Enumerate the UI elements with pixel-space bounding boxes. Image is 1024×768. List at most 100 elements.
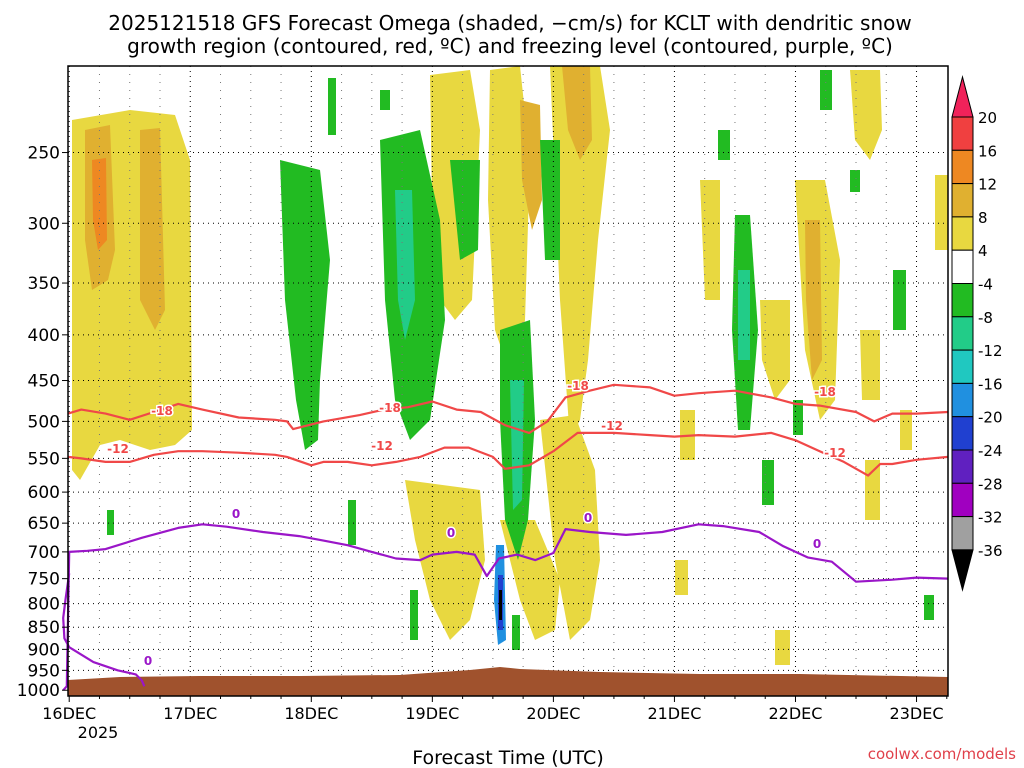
plot-area: -18 -18 -18 -18 -12 -12 -12 -12 0 0 0 0 …	[62, 65, 949, 697]
omega-shade-green	[718, 130, 730, 160]
contour-label-freezing: 0	[447, 526, 455, 540]
contour-line	[62, 523, 949, 691]
omega-shade-teal	[395, 190, 415, 340]
y-axis: 2503003504004505005506006507007508008509…	[17, 144, 68, 701]
y-tick-label: 900	[28, 640, 60, 660]
colorbar-label: -36	[978, 542, 1003, 560]
contour-label-freezing: 0	[144, 654, 152, 668]
y-tick-label: 600	[28, 483, 60, 503]
colorbar-swatch	[951, 349, 974, 384]
contour-label-freezing: 0	[232, 507, 240, 521]
y-tick-label: 550	[28, 449, 60, 469]
omega-shade-green	[107, 510, 114, 535]
omega-shade-black	[499, 590, 502, 620]
contour-line	[67, 383, 949, 434]
omega-shade-yellow	[405, 480, 485, 640]
contour-label-dgz-18: -18	[151, 404, 173, 418]
credit-text: coolwx.com/models	[868, 745, 1016, 763]
contour-label-dgz-12: -12	[601, 419, 623, 433]
contour-label-dgz-18: -18	[379, 401, 401, 415]
colorbar-label: -8	[978, 309, 993, 327]
omega-shade-dark-orange	[92, 158, 107, 250]
omega-shade-green	[328, 78, 336, 135]
omega-shading	[72, 66, 948, 665]
omega-shade-green	[380, 90, 390, 110]
omega-shade-yellow	[550, 66, 610, 440]
y-tick-label: 650	[28, 514, 60, 534]
colorbar-swatch	[951, 149, 974, 185]
contour-line	[62, 573, 146, 687]
colorbar-swatch	[951, 183, 974, 218]
contour-lines	[62, 383, 949, 691]
y-tick-label: 950	[28, 661, 60, 681]
contour-label-dgz-12: -12	[824, 446, 846, 460]
x-tick-label: 18DEC	[284, 704, 338, 723]
omega-shade-green	[280, 160, 330, 450]
colorbar-swatch	[951, 382, 974, 418]
omega-shade-teal	[738, 270, 750, 360]
omega-shade-green	[450, 160, 480, 260]
x-tick-label: 17DEC	[163, 704, 217, 723]
omega-shade-green	[540, 140, 560, 260]
x-tick-label: 20DEC	[526, 704, 580, 723]
colorbar-swatch	[951, 283, 974, 318]
x-tick-label: 21DEC	[647, 704, 701, 723]
omega-shade-orange	[562, 66, 592, 160]
contour-label-dgz-18: -18	[567, 379, 589, 393]
omega-shade-green	[893, 270, 906, 330]
y-tick-label: 500	[28, 412, 60, 432]
colorbar-label: -20	[978, 409, 1003, 427]
colorbar-swatch	[951, 216, 974, 251]
x-tick-label: 19DEC	[405, 704, 459, 723]
contour-label-dgz-12: -12	[107, 442, 129, 456]
x-tick-label: 16DEC	[42, 704, 96, 723]
omega-shade-yellow	[850, 70, 882, 160]
colorbar-swatch	[951, 416, 974, 451]
omega-shade-yellow	[675, 560, 688, 595]
colorbar-label: -24	[978, 442, 1003, 460]
y-tick-label: 400	[28, 326, 60, 346]
colorbar-label: -4	[978, 276, 993, 294]
omega-shade-yellow	[935, 175, 948, 250]
omega-shade-yellow	[488, 66, 530, 380]
colorbar-swatch	[951, 316, 974, 351]
y-tick-label: 350	[28, 274, 60, 294]
colorbar-swatch	[951, 116, 974, 151]
colorbar-swatch	[951, 249, 974, 284]
contour-line	[67, 431, 949, 477]
omega-shade-yellow	[760, 300, 790, 400]
colorbar-label: 4	[978, 242, 988, 260]
colorbar-label: -32	[978, 509, 1003, 527]
omega-shade-yellow	[865, 460, 880, 520]
ground-terrain	[68, 667, 948, 696]
x-tick-label: 23DEC	[890, 704, 944, 723]
omega-shade-green	[512, 615, 520, 650]
colorbar-label: 20	[978, 109, 997, 127]
omega-shade-orange	[805, 220, 822, 380]
contour-labels: -18 -18 -18 -18 -12 -12 -12 -12 0 0 0 0 …	[106, 378, 848, 670]
omega-shade-yellow	[540, 415, 600, 640]
omega-shade-green	[348, 500, 356, 545]
y-tick-label: 750	[28, 570, 60, 590]
omega-shade-green	[850, 170, 860, 192]
contour-label-freezing: 0	[584, 511, 592, 525]
y-tick-label: 450	[28, 372, 60, 392]
colorbar-label: 16	[978, 142, 997, 160]
x-tick-label: 22DEC	[768, 704, 822, 723]
contour-label-dgz-18: -18	[814, 385, 836, 399]
colorbar-swatch	[951, 482, 974, 518]
y-tick-label: 700	[28, 543, 60, 563]
omega-shade-orange	[520, 100, 542, 230]
y-tick-label: 1000	[17, 681, 60, 701]
contour-label-freezing: 0	[813, 537, 821, 551]
y-tick-label: 800	[28, 595, 60, 615]
y-tick-label: 300	[28, 214, 60, 234]
y-tick-label: 850	[28, 618, 60, 638]
chart-title-line-1: 2025121518 GFS Forecast Omega (shaded, −…	[108, 11, 911, 35]
omega-shade-green	[924, 595, 934, 620]
x-axis-year-label: 2025	[78, 723, 119, 742]
omega-shade-yellow	[900, 410, 912, 450]
contour-label-dgz-12: -12	[371, 439, 393, 453]
colorbar-label: 12	[978, 176, 997, 194]
